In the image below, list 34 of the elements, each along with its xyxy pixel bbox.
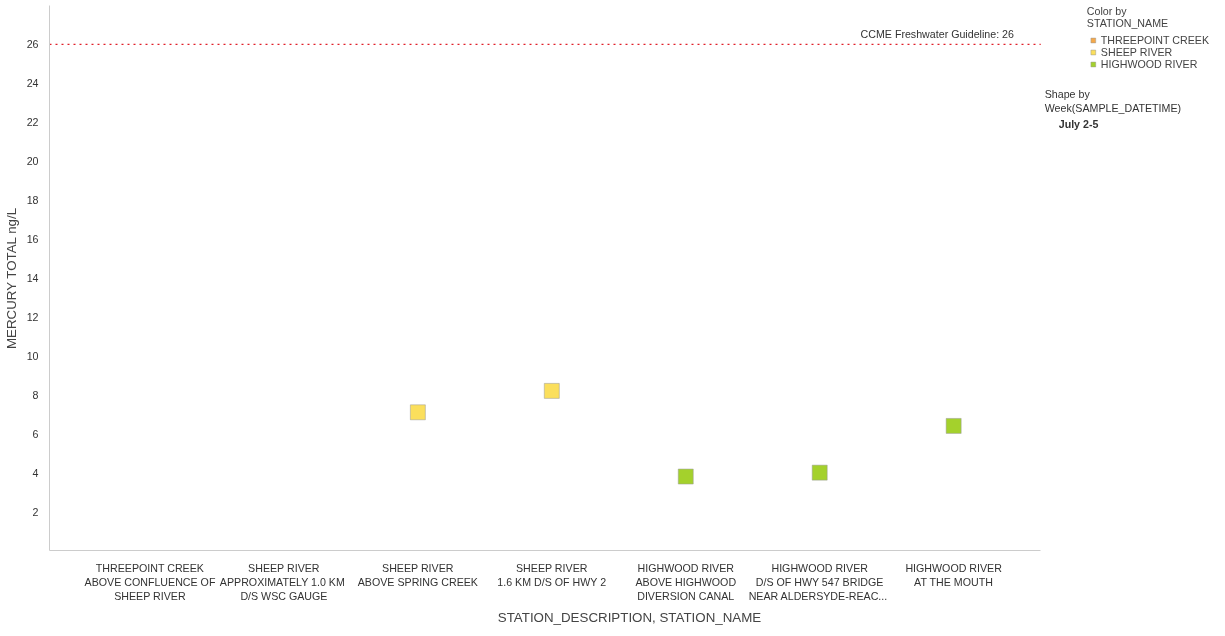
y-tick-label: 8 (32, 388, 39, 401)
legend-label: THREEPOINT CREEK (1100, 34, 1209, 46)
y-tick-label: 6 (32, 427, 39, 440)
x-tick-label: SHEEP RIVER APPROXIMATELY 1.0 KM D/S WSC GAUGE (219, 561, 345, 603)
legend-label: SHEEP RIVER (1100, 46, 1173, 58)
legend-title: Color by STATION_NAME (1086, 5, 1170, 29)
ref-line-label: CCME Freshwater Guideline: 26 (860, 28, 1015, 41)
point (409, 404, 426, 421)
y-tick-label: 18 (26, 194, 39, 207)
x-tick-label: HIGHWOOD RIVER D/S OF HWY 547 BRIDGE NEAR ALDERSYDE-REAC... (748, 561, 888, 603)
y-tick-label: 14 (26, 272, 39, 284)
y-tick-label: 20 (26, 155, 39, 168)
x-tick-label: SHEEP RIVER ABOVE SPRING CREEK (357, 561, 478, 588)
x-tick-label: HIGHWOOD RIVER ABOVE HIGHWOOD DIVERSION CANAL (635, 561, 737, 603)
text: July 2-5 (1058, 117, 1099, 130)
y-tick-label: 10 (26, 349, 39, 362)
y-tick-label: 22 (26, 116, 39, 129)
x-tick-label: THREEPOINT CREEK ABOVE CONFLUENCE OF SHEEP RIVER (84, 561, 216, 603)
y-tick-label: 4 (32, 466, 39, 479)
point (945, 417, 962, 434)
point (677, 468, 694, 485)
y-tick-label: 26 (26, 38, 39, 51)
text: Shape by Week(SAMPLE_DATETIME) (1044, 87, 1182, 114)
point (811, 464, 828, 481)
y-tick-label: 2 (32, 505, 39, 518)
x-tick-label: SHEEP RIVER 1.6 KM D/S OF HWY 2 (497, 561, 607, 588)
x-tick-label: HIGHWOOD RIVER AT THE MOUTH (905, 561, 1003, 588)
legend-label: HIGHWOOD RIVER (1100, 58, 1198, 70)
point (543, 382, 560, 399)
y-tick-label: 24 (26, 77, 39, 90)
y-axis-title: MERCURY TOTAL ng/L (3, 207, 19, 350)
y-tick-label: 16 (26, 233, 39, 246)
x-axis-title: STATION_DESCRIPTION, STATION_NAME (497, 610, 762, 626)
y-tick-label: 12 (26, 310, 39, 323)
